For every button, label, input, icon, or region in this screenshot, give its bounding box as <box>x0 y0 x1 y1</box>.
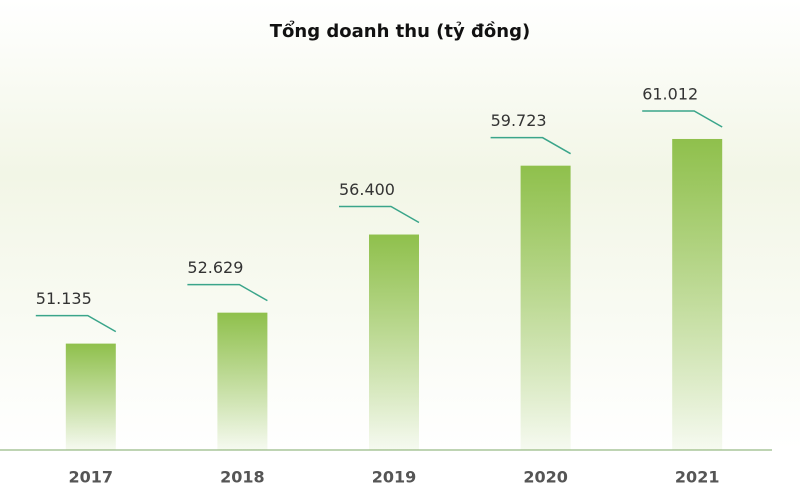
chart-title: Tổng doanh thu (tỷ đồng) <box>270 20 530 42</box>
bar <box>672 138 723 450</box>
label-leader <box>339 205 420 224</box>
x-tick-label: 2021 <box>675 468 720 487</box>
label-leader <box>35 314 117 333</box>
bar <box>520 165 571 451</box>
label-leader <box>187 283 268 302</box>
bar <box>369 234 419 450</box>
x-tick-label: 2018 <box>220 468 265 487</box>
bar <box>65 343 116 450</box>
label-leader <box>642 110 723 128</box>
x-tick-label: 2020 <box>523 468 568 487</box>
bar <box>217 312 268 450</box>
label-leader <box>490 136 571 155</box>
value-label: 52.629 <box>187 258 243 277</box>
x-tick-label: 2019 <box>372 468 417 487</box>
x-tick-label: 2017 <box>69 468 114 487</box>
value-label: 61.012 <box>642 84 698 103</box>
value-label: 51.135 <box>36 289 92 308</box>
value-label: 59.723 <box>491 111 547 130</box>
value-label: 56.400 <box>339 180 395 199</box>
